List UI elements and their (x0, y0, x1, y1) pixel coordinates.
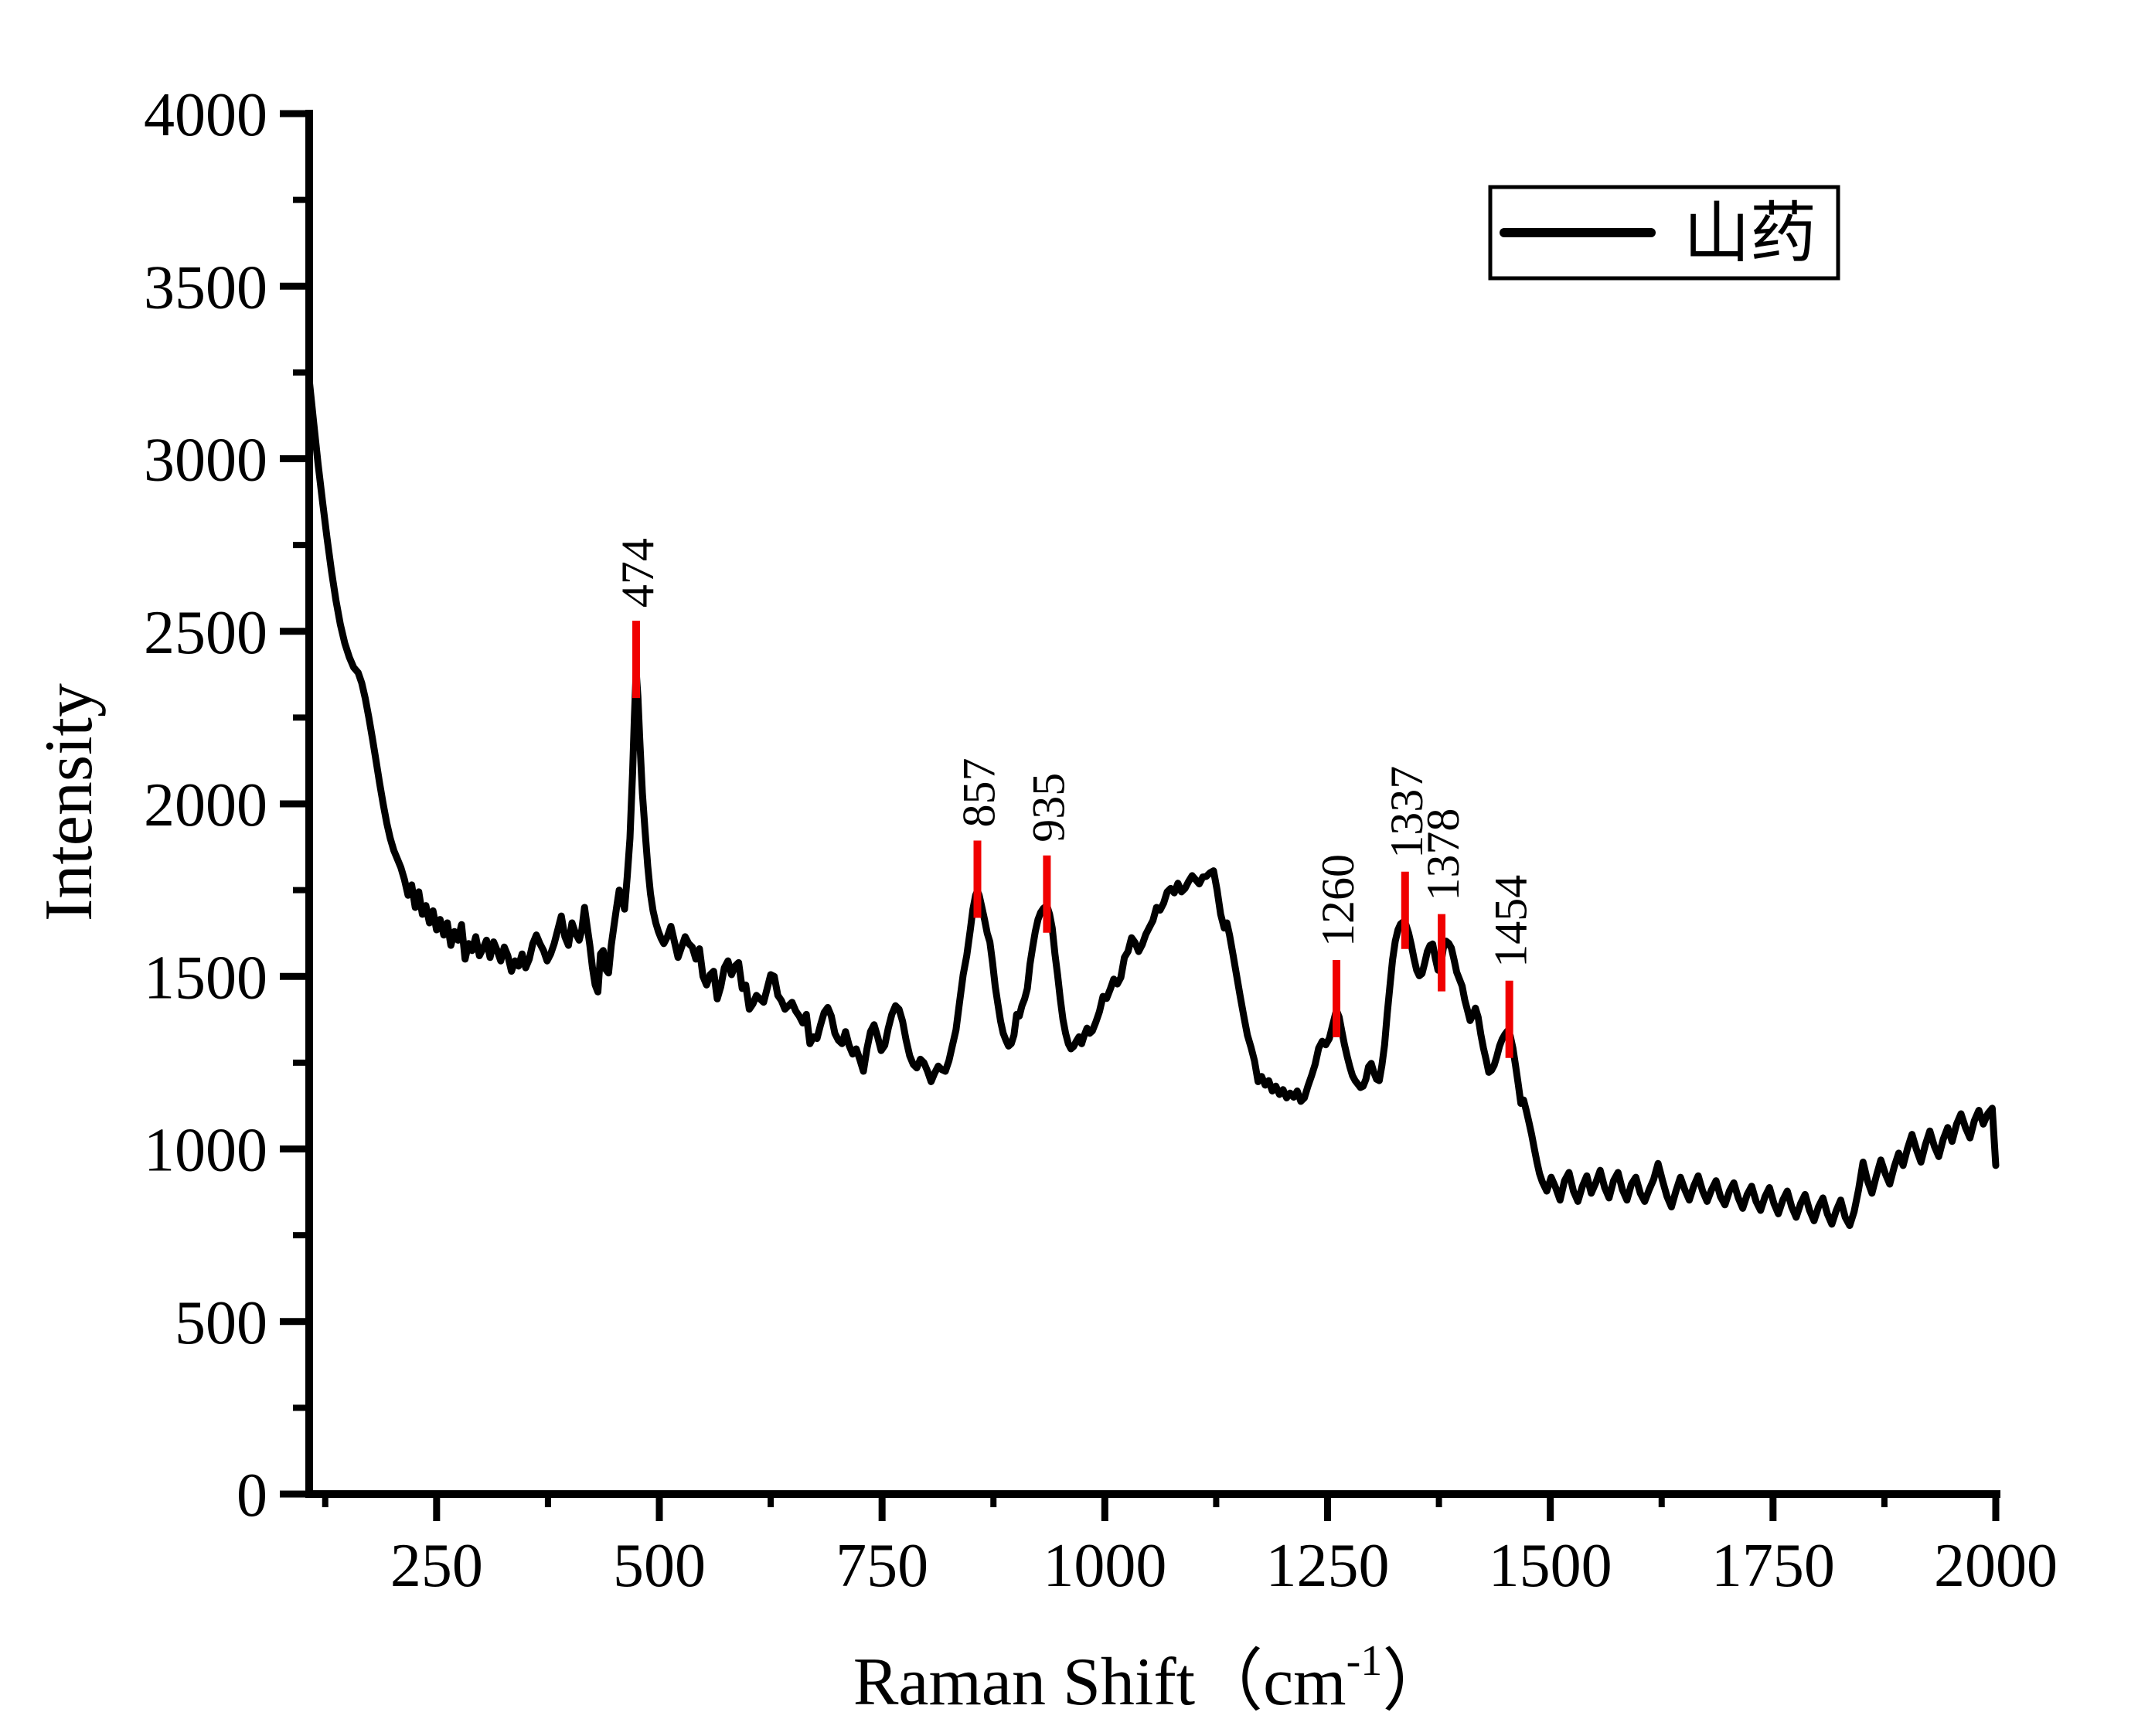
x-axis-title: Raman Shift（cm-1） (853, 1637, 1451, 1720)
y-tick-label: 0 (237, 1462, 267, 1530)
y-tick-label: 1500 (144, 944, 267, 1012)
spectrum-curve (305, 376, 2000, 1230)
x-axis-title-superscript: -1 (1346, 1637, 1383, 1685)
peak-label: 935 (1023, 773, 1074, 842)
x-tick-label: 1250 (1265, 1532, 1389, 1600)
x-axis-title-close-paren: ） (1382, 1645, 1450, 1720)
peak-label: 474 (612, 538, 663, 608)
legend-label: 山药 (1684, 196, 1816, 271)
peak-label: 1454 (1486, 875, 1537, 968)
x-tick-label: 1000 (1043, 1532, 1166, 1600)
y-tick-label: 1000 (144, 1117, 267, 1185)
y-tick-label: 2000 (144, 771, 267, 839)
x-tick-label: 250 (390, 1532, 483, 1600)
x-tick-label: 1500 (1489, 1532, 1612, 1600)
x-tick-label: 750 (836, 1532, 928, 1600)
spectrum-line (305, 376, 2000, 1230)
axis-ticks (280, 110, 2000, 1521)
y-axis-title: Intensity (32, 683, 107, 921)
x-tick-label: 1750 (1711, 1532, 1835, 1600)
y-tick-label: 3000 (144, 427, 267, 495)
x-axis-title-main: Raman Shift（cm (853, 1645, 1346, 1720)
x-tick-label: 2000 (1934, 1532, 2058, 1600)
peak-label: 1378 (1418, 808, 1469, 901)
y-tick-label: 500 (175, 1289, 267, 1357)
x-tick-label: 500 (613, 1532, 706, 1600)
peak-label: 857 (954, 758, 1005, 828)
legend: 山药 (1488, 185, 1840, 281)
y-tick-label: 4000 (144, 81, 267, 149)
axis-tick-labels: 250 500 750 1000 1250 1500 1750 2000 0 500 1000 150… (144, 81, 2058, 1600)
axes (305, 110, 2000, 1498)
peak-label: 1337 (1381, 766, 1432, 859)
y-tick-label: 3500 (144, 254, 267, 322)
y-tick-label: 2500 (144, 599, 267, 667)
peak-label: 1260 (1312, 854, 1363, 947)
